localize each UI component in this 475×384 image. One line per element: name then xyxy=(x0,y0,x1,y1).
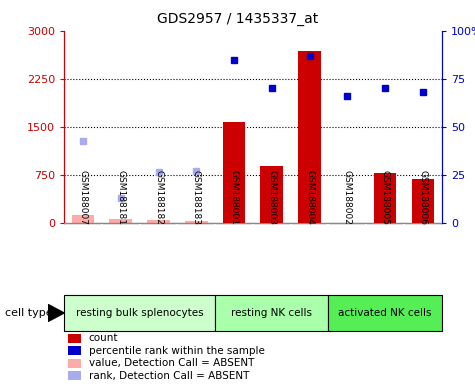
Bar xyxy=(185,221,208,223)
Text: value, Detection Call = ABSENT: value, Detection Call = ABSENT xyxy=(89,358,254,368)
Text: GSM188002: GSM188002 xyxy=(343,170,352,225)
Bar xyxy=(374,174,397,223)
Text: GSM188001: GSM188001 xyxy=(229,170,238,225)
FancyBboxPatch shape xyxy=(328,295,442,331)
Bar xyxy=(260,166,283,223)
Text: activated NK cells: activated NK cells xyxy=(338,308,432,318)
Bar xyxy=(68,371,81,380)
Bar xyxy=(147,220,170,223)
Bar xyxy=(72,215,95,223)
Bar xyxy=(68,334,81,343)
Text: GSM188183: GSM188183 xyxy=(192,170,201,225)
Polygon shape xyxy=(48,304,64,322)
FancyBboxPatch shape xyxy=(215,295,328,331)
Text: GSM188003: GSM188003 xyxy=(267,170,276,225)
Text: GSM188004: GSM188004 xyxy=(305,170,314,225)
Text: GSM188181: GSM188181 xyxy=(116,170,125,225)
Text: resting NK cells: resting NK cells xyxy=(231,308,313,318)
Text: count: count xyxy=(89,333,118,343)
Text: resting bulk splenocytes: resting bulk splenocytes xyxy=(76,308,203,318)
Text: GDS2957 / 1435337_at: GDS2957 / 1435337_at xyxy=(157,12,318,25)
Bar xyxy=(109,219,132,223)
Bar xyxy=(223,122,246,223)
Text: GSM188006: GSM188006 xyxy=(418,170,428,225)
Text: GSM188005: GSM188005 xyxy=(380,170,390,225)
Bar xyxy=(68,359,81,367)
Text: cell type: cell type xyxy=(5,308,52,318)
Text: percentile rank within the sample: percentile rank within the sample xyxy=(89,346,265,356)
Bar xyxy=(411,179,434,223)
Bar xyxy=(298,51,321,223)
Text: rank, Detection Call = ABSENT: rank, Detection Call = ABSENT xyxy=(89,371,249,381)
Bar xyxy=(68,346,81,355)
FancyBboxPatch shape xyxy=(64,295,215,331)
Text: GSM188182: GSM188182 xyxy=(154,170,163,225)
Text: GSM188007: GSM188007 xyxy=(78,170,87,225)
